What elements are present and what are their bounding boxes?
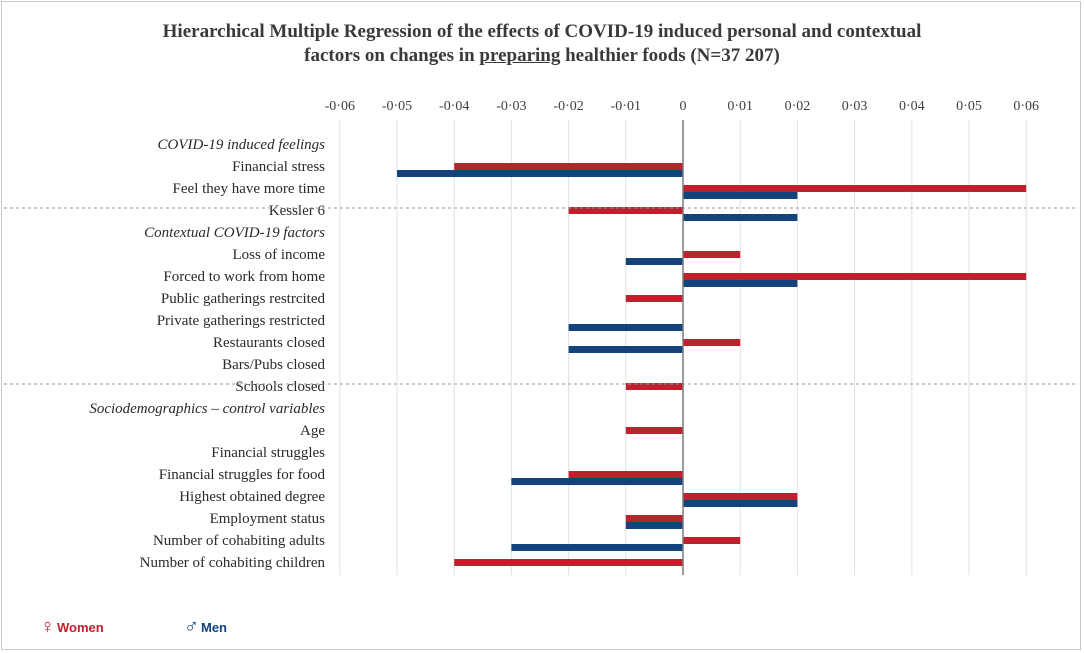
bar-men-1-1: [683, 280, 798, 287]
x-tick-label-6: 0: [680, 99, 687, 114]
x-tick-label-7: 0·01: [727, 99, 753, 114]
group-header-0: COVID-19 induced feelings: [158, 137, 326, 153]
row-label-1-0: Loss of income: [233, 247, 326, 263]
row-label-1-2: Public gatherings restrcited: [161, 291, 326, 307]
x-tick-label-5: -0·01: [611, 99, 641, 114]
bar-women-0-0: [454, 163, 683, 170]
bar-men-1-3: [568, 324, 683, 331]
row-label-2-4: Employment status: [210, 511, 326, 527]
legend-women: ♀ Women: [40, 616, 104, 638]
x-tick-label-12: 0·06: [1013, 99, 1039, 114]
row-label-0-1: Feel they have more time: [173, 181, 326, 197]
female-symbol-icon: ♀: [40, 616, 55, 638]
bar-women-1-1: [683, 273, 1027, 280]
bar-women-2-6: [454, 559, 683, 566]
bar-men-0-2: [683, 214, 798, 221]
row-label-1-5: Bars/Pubs closed: [222, 357, 325, 373]
bar-women-2-2: [568, 471, 683, 478]
legend-men: ♂ Men: [184, 616, 227, 638]
chart-title-line2: factors on changes in preparing healthie…: [0, 44, 1084, 68]
row-label-0-0: Financial stress: [232, 159, 325, 175]
group-header-2: Sociodemographics – control variables: [89, 401, 325, 417]
bar-women-2-4: [625, 515, 683, 522]
bar-women-0-2: [568, 207, 683, 214]
bar-men-1-0: [625, 258, 683, 265]
row-label-1-4: Restaurants closed: [213, 335, 326, 351]
x-tick-label-0: -0·06: [325, 99, 355, 114]
row-label-1-3: Private gatherings restricted: [157, 313, 326, 329]
legend-women-label: Women: [57, 619, 104, 635]
bar-women-2-0: [625, 427, 683, 434]
male-symbol-icon: ♂: [184, 616, 199, 638]
x-tick-label-2: -0·04: [439, 99, 469, 114]
bar-men-0-1: [683, 192, 798, 199]
bar-men-1-4: [568, 346, 683, 353]
legend-men-label: Men: [201, 619, 227, 635]
bar-women-2-5: [683, 537, 741, 544]
bar-women-1-4: [683, 339, 741, 346]
bar-women-0-1: [683, 185, 1027, 192]
title-part-after: healthier foods (N=37 207): [560, 45, 780, 66]
row-label-0-2: Kessler 6: [269, 203, 326, 219]
row-label-2-1: Financial struggles: [211, 445, 325, 461]
x-tick-label-1: -0·05: [382, 99, 412, 114]
bar-women-2-3: [683, 493, 798, 500]
x-tick-label-8: 0·02: [785, 99, 811, 114]
row-label-2-2: Financial struggles for food: [159, 467, 326, 483]
row-label-2-5: Number of cohabiting adults: [153, 533, 325, 549]
bar-women-1-2: [625, 295, 683, 302]
row-label-1-1: Forced to work from home: [163, 269, 325, 285]
x-tick-label-11: 0·05: [956, 99, 982, 114]
x-tick-label-9: 0·03: [842, 99, 868, 114]
bar-men-2-3: [683, 500, 798, 507]
group-header-1: Contextual COVID-19 factors: [144, 225, 325, 241]
row-label-2-0: Age: [300, 423, 325, 439]
x-tick-label-3: -0·03: [496, 99, 526, 114]
row-label-1-6: Schools closed: [235, 379, 325, 395]
bar-women-1-0: [683, 251, 741, 258]
x-tick-label-4: -0·02: [553, 99, 583, 114]
x-tick-label-10: 0·04: [899, 99, 925, 114]
row-label-2-3: Highest obtained degree: [179, 489, 325, 505]
title-part-before: factors on changes in: [304, 45, 480, 66]
bar-men-2-4: [625, 522, 683, 529]
bar-women-1-6: [625, 383, 683, 390]
row-label-2-6: Number of cohabiting children: [140, 555, 326, 571]
chart-title-line1: Hierarchical Multiple Regression of the …: [162, 21, 922, 42]
bar-men-2-5: [511, 544, 683, 551]
bar-men-0-0: [397, 170, 683, 177]
bar-men-2-2: [511, 478, 683, 485]
title-underlined-word: preparing: [479, 45, 561, 66]
